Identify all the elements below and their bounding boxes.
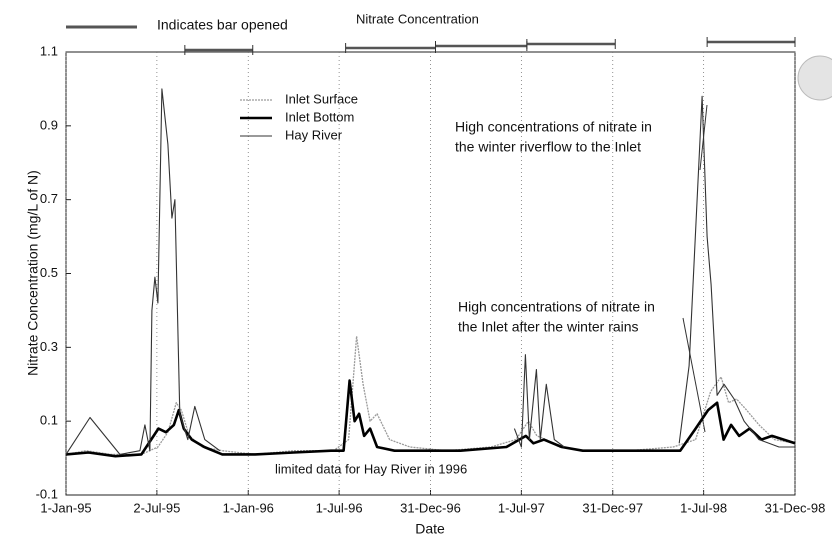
scan-artifact [797, 55, 832, 101]
chart-title: Nitrate Concentration [356, 11, 479, 26]
series-line [65, 335, 796, 456]
y-tick-label: -0.1 [36, 486, 58, 501]
series-line [65, 379, 796, 458]
legend-label: Inlet Bottom [285, 109, 354, 124]
annotation: High concentrations of nitrate in [455, 119, 652, 135]
x-tick-label: 1-Jul-97 [498, 500, 545, 515]
y-tick-label: 0.3 [40, 339, 58, 354]
legend-label: Hay River [285, 127, 343, 142]
x-tick-label: 31-Dec-96 [400, 500, 461, 515]
x-tick-label: 31-Dec-97 [582, 500, 643, 515]
annotation-pointer [682, 317, 706, 433]
y-tick-label: 1.1 [40, 43, 58, 58]
x-tick-label: 1-Jan-95 [40, 500, 91, 515]
x-tick-label: 1-Jul-96 [316, 500, 363, 515]
x-tick-label: 1-Jul-98 [680, 500, 727, 515]
y-axis-label: Nitrate Concentration (mg/L of N) [25, 170, 41, 376]
annotation: the Inlet after the winter rains [458, 319, 639, 335]
x-tick-label: 2-Jul-95 [133, 500, 180, 515]
annotation: limited data for Hay River in 1996 [275, 461, 467, 476]
bar-legend-label: Indicates bar opened [157, 17, 288, 33]
legend-label: Inlet Surface [285, 91, 358, 106]
legend-box [229, 87, 376, 156]
annotation: High concentrations of nitrate in [458, 299, 655, 315]
annotation: the winter riverflow to the Inlet [455, 139, 641, 155]
y-tick-label: 0.7 [40, 191, 58, 206]
series-line [65, 88, 795, 455]
x-tick-label: 1-Jan-96 [223, 500, 274, 515]
y-tick-label: 0.5 [40, 265, 58, 280]
y-tick-label: 0.1 [40, 413, 58, 428]
x-tick-label: 31-Dec-98 [765, 500, 826, 515]
y-tick-label: 0.9 [40, 117, 58, 132]
x-axis-label: Date [415, 521, 445, 537]
